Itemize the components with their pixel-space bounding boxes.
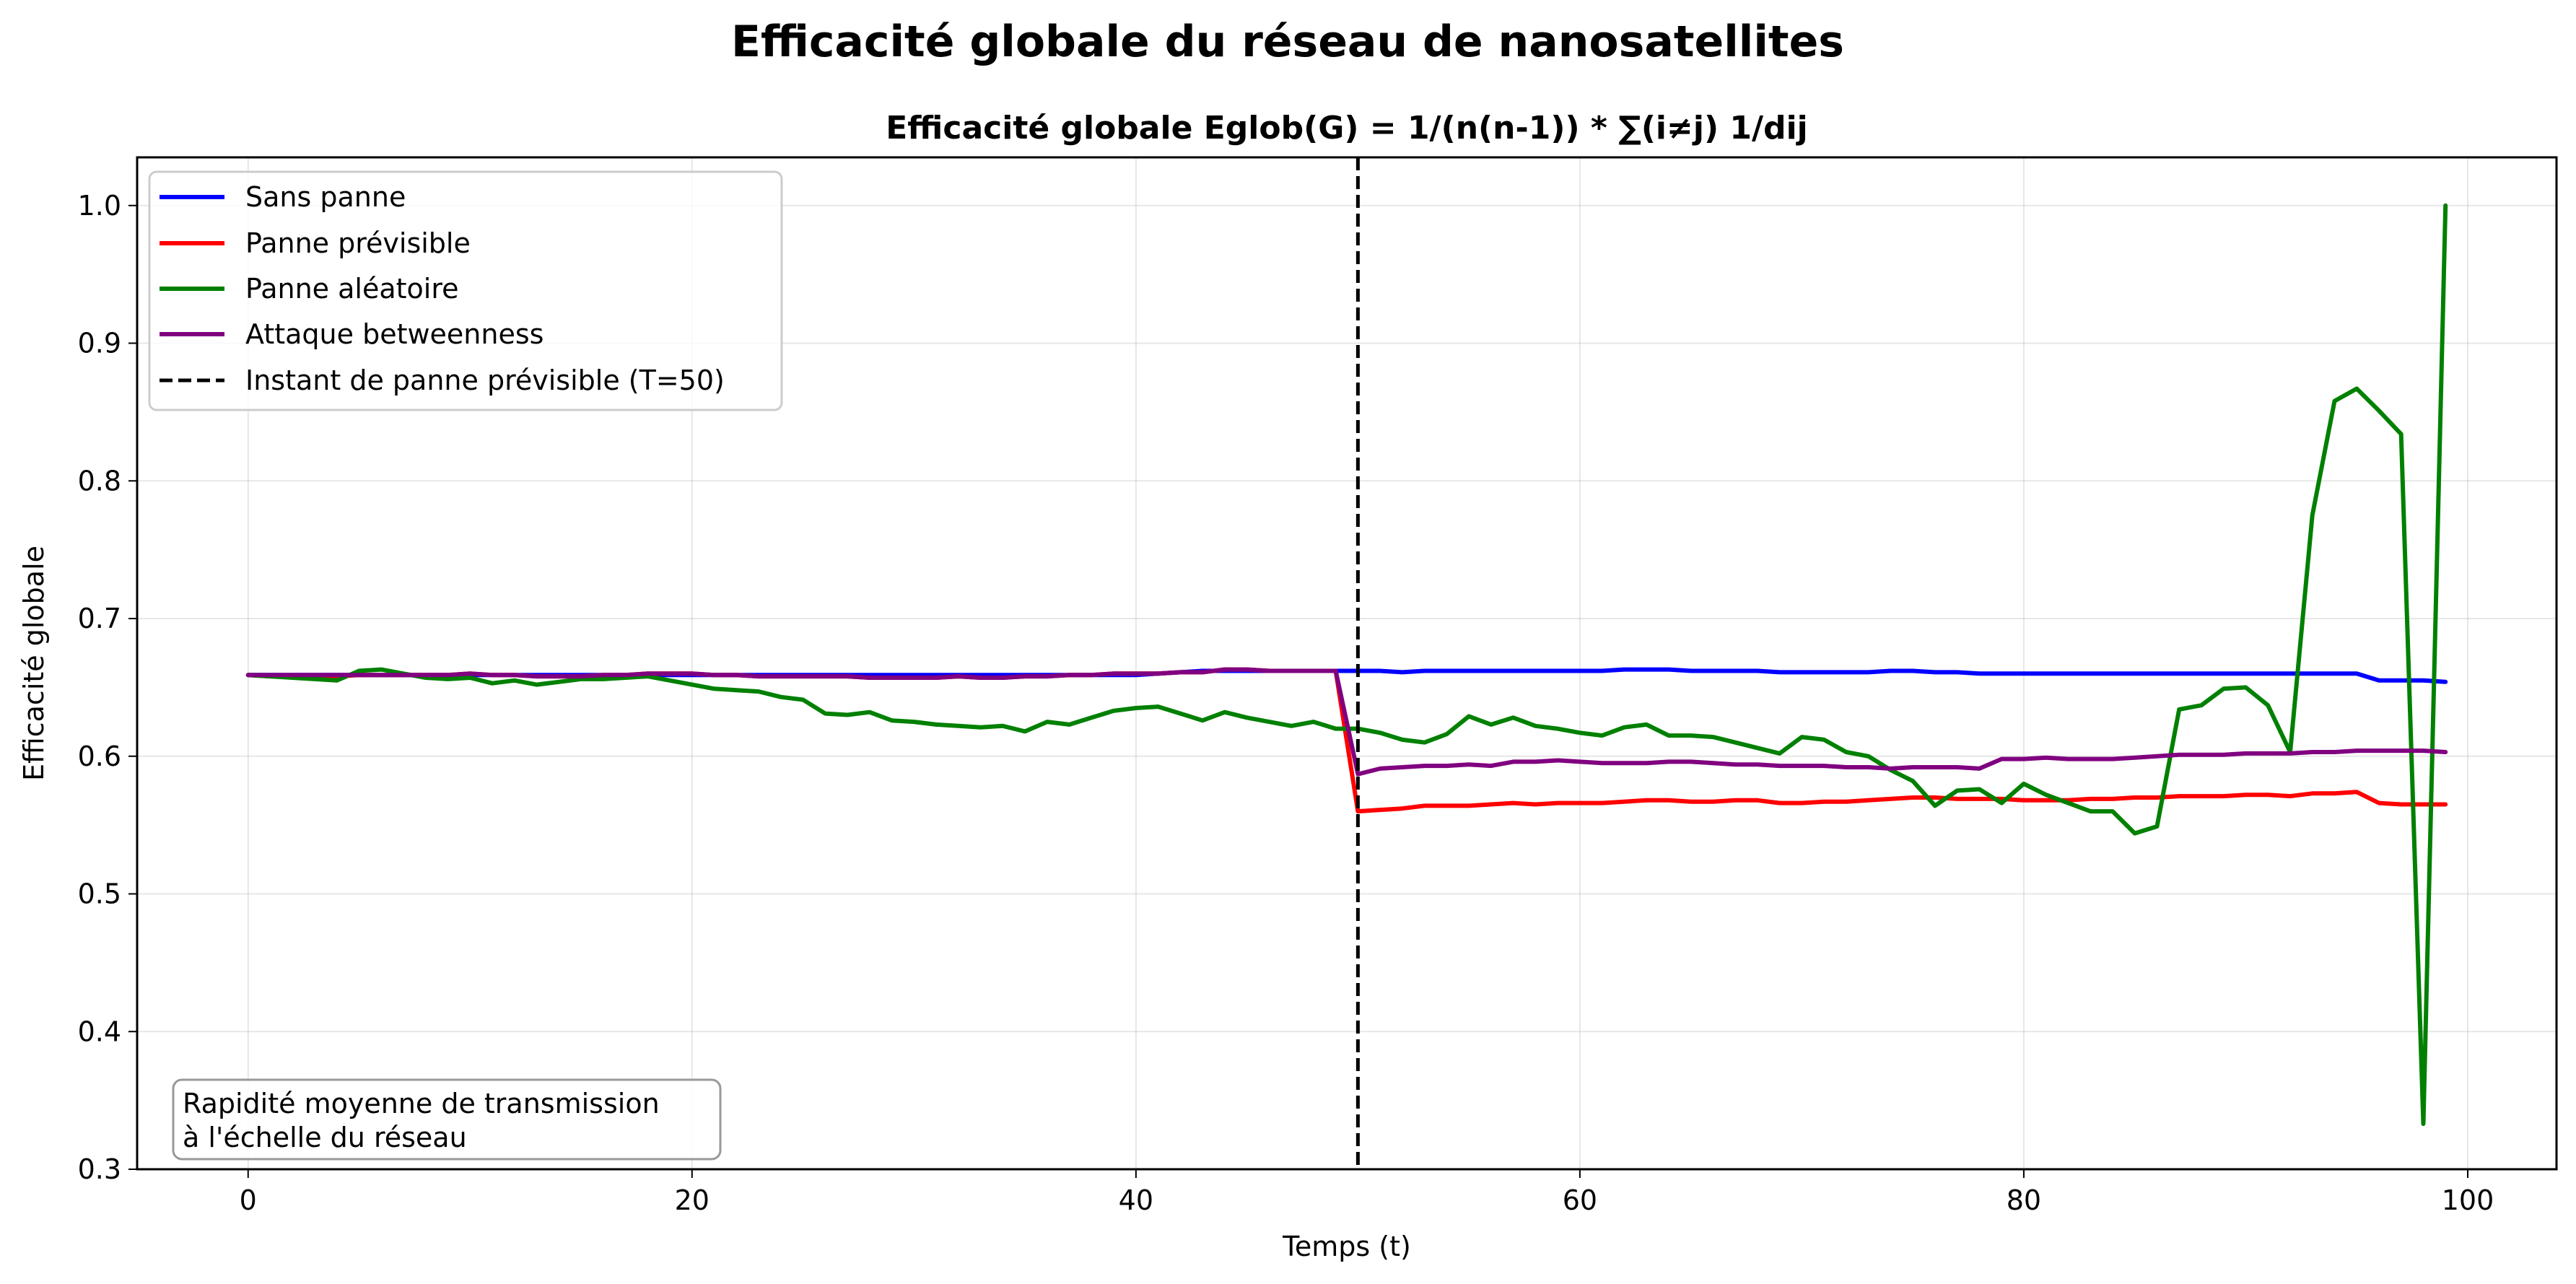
legend-box <box>148 170 783 411</box>
y-tick-label: 1.0 <box>78 190 121 222</box>
y-tick-label: 0.6 <box>78 741 121 772</box>
legend-item-sans-panne: Sans panne <box>160 181 406 213</box>
series-line-attaque-betweenness <box>245 667 2448 777</box>
legend-label-panne-previsible: Panne prévisible <box>245 227 471 259</box>
x-tick-label: 0 <box>240 1184 257 1216</box>
y-tick-label: 0.9 <box>78 328 121 359</box>
x-tick-label: 60 <box>1563 1184 1597 1216</box>
plot-lines <box>245 203 2448 1127</box>
legend-item-attaque-betweenness: Attaque betweenness <box>160 318 543 350</box>
legend-item-panne-aleatoire: Panne aléatoire <box>160 273 459 305</box>
annotation-line-2: à l'échelle du réseau <box>183 1122 467 1153</box>
chart-title: Efficacité globale Eglob(G) = 1/(n(n-1))… <box>886 110 1807 147</box>
legend: Sans panne Panne prévisible Panne aléato… <box>148 170 783 411</box>
legend-label-vline: Instant de panne prévisible (T=50) <box>245 364 725 396</box>
x-axis-label: Temps (t) <box>1282 1231 1411 1262</box>
plot-frame <box>136 156 2558 1171</box>
x-tick-label: 40 <box>1119 1184 1153 1216</box>
legend-item-vline: Instant de panne prévisible (T=50) <box>160 364 725 396</box>
x-tick-label: 80 <box>2007 1184 2041 1216</box>
legend-label-panne-aleatoire: Panne aléatoire <box>245 273 459 305</box>
y-tick-label: 0.8 <box>78 465 121 497</box>
y-tick-label: 0.7 <box>78 603 121 634</box>
annotation-box <box>172 1078 722 1161</box>
legend-item-panne-previsible: Panne prévisible <box>160 227 471 259</box>
y-axis-label: Efficacité globale <box>18 546 50 781</box>
annotation-line-1: Rapidité moyenne de transmission <box>183 1088 660 1119</box>
annotation: Rapidité moyenne de transmission à l'éch… <box>172 1078 722 1161</box>
y-tick-label: 0.5 <box>78 878 121 910</box>
y-tick-label: 0.3 <box>78 1153 121 1185</box>
legend-label-attaque-betweenness: Attaque betweenness <box>245 318 543 350</box>
axis-ticks: 0 20 40 60 80 100 0.3 0.4 0.5 0.6 0.7 0.8 0.9 1.0 <box>78 190 2494 1216</box>
figure-suptitle: Efficacité globale du réseau de nanosate… <box>731 17 1844 67</box>
legend-label-sans-panne: Sans panne <box>245 181 406 213</box>
x-tick-label: 20 <box>675 1184 710 1216</box>
y-tick-label: 0.4 <box>78 1016 121 1047</box>
x-tick-label: 100 <box>2442 1184 2494 1216</box>
